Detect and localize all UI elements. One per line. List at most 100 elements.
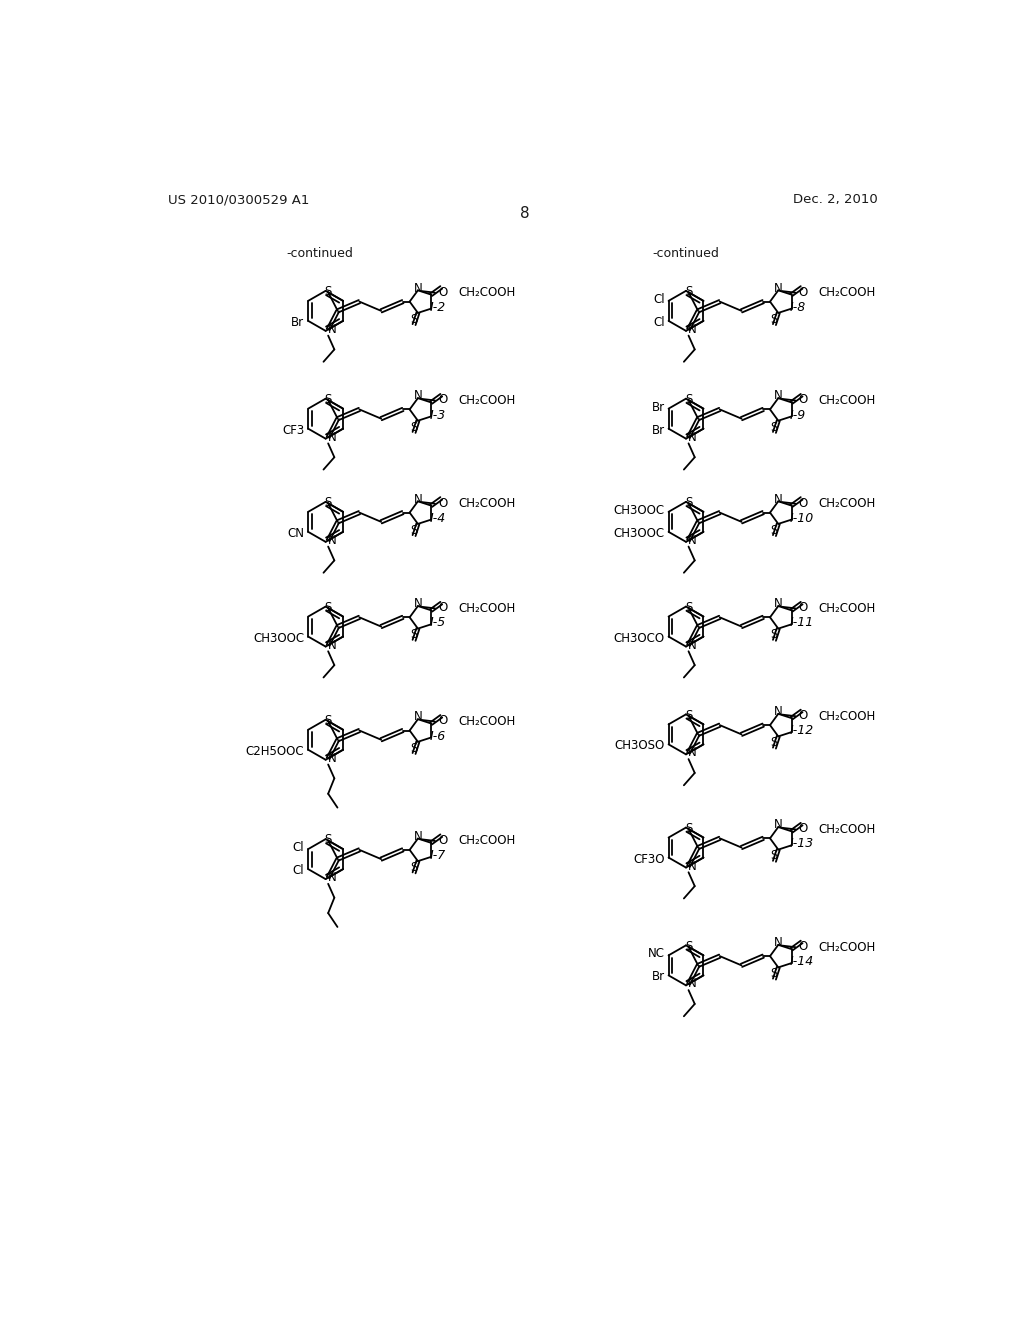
Text: CF3O: CF3O: [633, 853, 665, 866]
Text: I-14: I-14: [790, 956, 814, 969]
Text: S: S: [771, 628, 778, 642]
Text: N: N: [328, 871, 337, 884]
Text: N: N: [688, 430, 696, 444]
Text: I-12: I-12: [790, 725, 814, 738]
Text: N: N: [774, 389, 782, 403]
Text: CH3OSO: CH3OSO: [614, 739, 665, 752]
Text: Cl: Cl: [653, 315, 665, 329]
Text: N: N: [774, 597, 782, 610]
Text: O: O: [799, 285, 808, 298]
Text: I-3: I-3: [429, 409, 445, 421]
Text: CH₂COOH: CH₂COOH: [818, 498, 876, 510]
Text: S: S: [685, 601, 692, 614]
Text: CH3OOC: CH3OOC: [253, 631, 304, 644]
Text: S: S: [325, 496, 332, 510]
Text: S: S: [325, 714, 332, 727]
Text: N: N: [414, 830, 422, 842]
Text: CH₂COOH: CH₂COOH: [818, 822, 876, 836]
Text: O: O: [799, 393, 808, 407]
Text: N: N: [774, 281, 782, 294]
Text: S: S: [685, 393, 692, 405]
Text: O: O: [799, 940, 808, 953]
Text: O: O: [438, 714, 447, 727]
Text: Br: Br: [291, 315, 304, 329]
Text: N: N: [328, 639, 337, 652]
Text: I-8: I-8: [790, 301, 806, 314]
Text: S: S: [411, 861, 418, 874]
Text: 8: 8: [520, 206, 529, 222]
Text: S: S: [685, 940, 692, 953]
Text: Br: Br: [651, 400, 665, 413]
Text: I-2: I-2: [429, 301, 445, 314]
Text: O: O: [438, 496, 447, 510]
Text: O: O: [438, 393, 447, 407]
Text: N: N: [414, 492, 422, 506]
Text: N: N: [774, 936, 782, 949]
Text: N: N: [414, 710, 422, 723]
Text: Cl: Cl: [293, 865, 304, 878]
Text: S: S: [411, 742, 418, 755]
Text: I-6: I-6: [429, 730, 445, 743]
Text: Cl: Cl: [653, 293, 665, 306]
Text: NC: NC: [647, 948, 665, 961]
Text: S: S: [411, 421, 418, 433]
Text: CH₂COOH: CH₂COOH: [458, 393, 515, 407]
Text: N: N: [414, 597, 422, 610]
Text: CH₂COOH: CH₂COOH: [818, 941, 876, 953]
Text: I-9: I-9: [790, 409, 806, 421]
Text: O: O: [799, 709, 808, 722]
Text: I-10: I-10: [790, 512, 814, 525]
Text: N: N: [328, 533, 337, 546]
Text: N: N: [688, 323, 696, 335]
Text: O: O: [799, 496, 808, 510]
Text: N: N: [688, 533, 696, 546]
Text: S: S: [771, 849, 778, 862]
Text: I-5: I-5: [429, 616, 445, 630]
Text: N: N: [688, 639, 696, 652]
Text: N: N: [328, 752, 337, 764]
Text: CH₂COOH: CH₂COOH: [458, 715, 515, 729]
Text: I-4: I-4: [429, 512, 445, 525]
Text: -continued: -continued: [287, 247, 353, 260]
Text: I-11: I-11: [790, 616, 814, 630]
Text: S: S: [325, 393, 332, 405]
Text: CH₂COOH: CH₂COOH: [818, 393, 876, 407]
Text: S: S: [325, 833, 332, 846]
Text: O: O: [438, 285, 447, 298]
Text: S: S: [411, 628, 418, 642]
Text: I-13: I-13: [790, 837, 814, 850]
Text: N: N: [774, 818, 782, 832]
Text: CF3: CF3: [282, 424, 304, 437]
Text: CH₂COOH: CH₂COOH: [458, 286, 515, 300]
Text: S: S: [771, 524, 778, 537]
Text: S: S: [325, 285, 332, 298]
Text: Cl: Cl: [293, 841, 304, 854]
Text: S: S: [771, 968, 778, 981]
Text: N: N: [688, 859, 696, 873]
Text: I-7: I-7: [429, 849, 445, 862]
Text: CH3OOC: CH3OOC: [613, 504, 665, 517]
Text: N: N: [414, 281, 422, 294]
Text: US 2010/0300529 A1: US 2010/0300529 A1: [168, 193, 309, 206]
Text: S: S: [685, 285, 692, 298]
Text: N: N: [774, 705, 782, 718]
Text: -continued: -continued: [652, 247, 720, 260]
Text: Dec. 2, 2010: Dec. 2, 2010: [793, 193, 878, 206]
Text: S: S: [685, 822, 692, 834]
Text: O: O: [799, 601, 808, 614]
Text: CN: CN: [288, 527, 304, 540]
Text: S: S: [685, 496, 692, 510]
Text: CH₂COOH: CH₂COOH: [818, 602, 876, 615]
Text: CH₂COOH: CH₂COOH: [458, 498, 515, 510]
Text: S: S: [325, 601, 332, 614]
Text: S: S: [411, 524, 418, 537]
Text: S: S: [771, 737, 778, 750]
Text: N: N: [688, 977, 696, 990]
Text: CH₂COOH: CH₂COOH: [818, 286, 876, 300]
Text: Br: Br: [651, 970, 665, 983]
Text: CH3OOC: CH3OOC: [613, 527, 665, 540]
Text: N: N: [414, 389, 422, 403]
Text: O: O: [799, 822, 808, 836]
Text: CH₂COOH: CH₂COOH: [458, 602, 515, 615]
Text: Br: Br: [651, 424, 665, 437]
